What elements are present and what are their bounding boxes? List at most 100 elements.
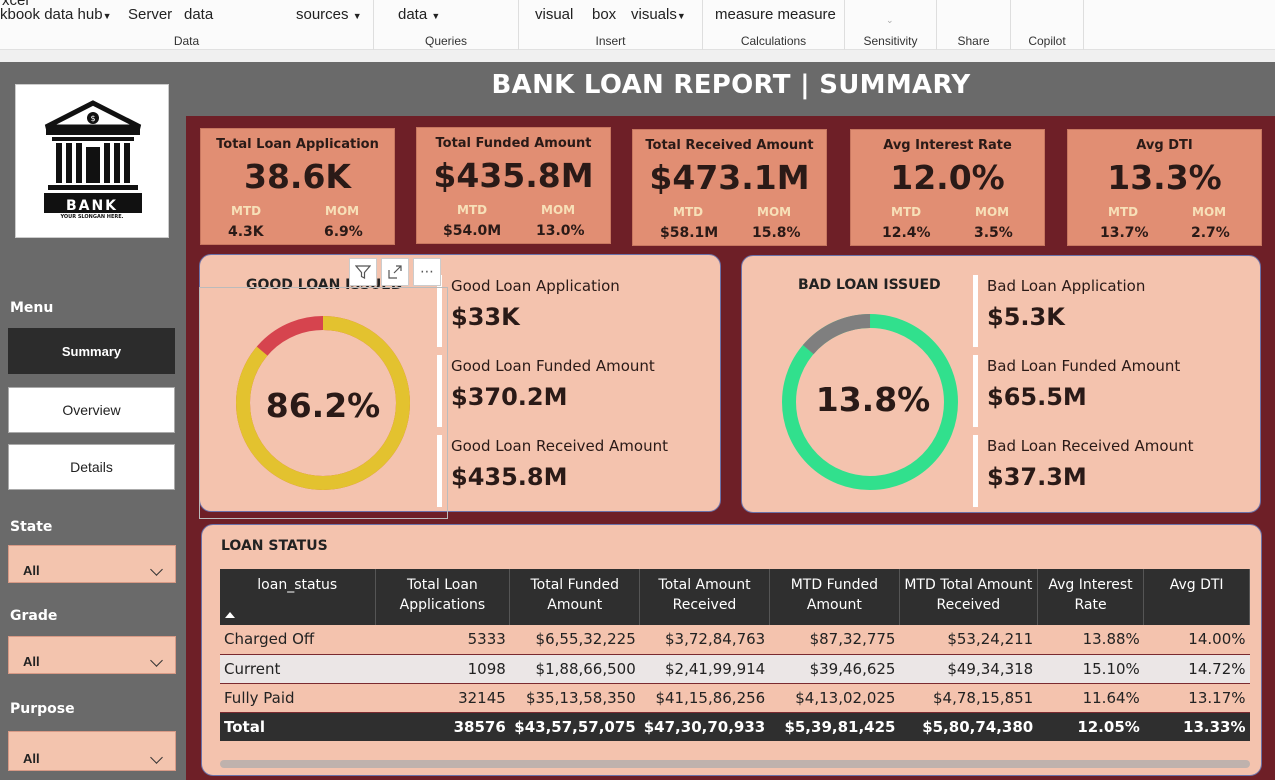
ribbon-group-calculations: measure measure Calculations — [703, 0, 845, 50]
logo-text: BANK — [65, 198, 119, 214]
more-options-icon[interactable]: ⋯ — [413, 258, 441, 286]
logo-slogan: YOUR SLONGAN HERE. — [60, 214, 124, 220]
table-row[interactable]: Current 1098 $1,88,66,500 $2,41,99,914 $39,4… — [220, 654, 1250, 684]
column-header[interactable]: MTD Funded Amount — [769, 569, 900, 625]
kpi-title: Avg DTI — [1136, 138, 1193, 153]
kpi-mom-label: MOM — [757, 205, 792, 219]
enter-data-button[interactable]: data — [184, 6, 214, 23]
filter-icon[interactable] — [349, 258, 377, 286]
column-header[interactable]: MTD Total Amount Received — [899, 569, 1038, 625]
loan-status-title: LOAN STATUS — [221, 538, 328, 554]
more-visuals-button[interactable]: visuals▼ — [631, 6, 686, 23]
bank-building-icon: $ — [44, 100, 142, 213]
column-header[interactable]: Total Funded Amount — [509, 569, 641, 625]
kpi-mom-label: MOM — [541, 203, 576, 217]
kpi-mtd-label: MTD — [1108, 205, 1139, 219]
refresh-data-button[interactable]: data ▼ — [398, 6, 441, 23]
kpi-total-funded-amount[interactable]: Total Funded Amount $435.8M MTD MOM $54.… — [416, 127, 611, 244]
stat-value: $370.2M — [451, 383, 568, 411]
kpi-value: $473.1M — [649, 158, 810, 197]
column-header[interactable]: Avg Interest Rate — [1037, 569, 1145, 625]
nav-summary-button[interactable]: Summary — [8, 328, 175, 374]
table-total-row: Total 38576 $43,57,57,075 $47,30,70,933 $5,3… — [220, 712, 1250, 741]
table-row[interactable]: Charged Off 5333 $6,55,32,225 $3,72,84,763 $… — [220, 625, 1250, 655]
sql-server-button[interactable]: Server — [128, 6, 173, 23]
kpi-mtd-label: MTD — [673, 205, 704, 219]
stat-label: Good Loan Received Amount — [451, 437, 668, 455]
kpi-total-received-amount[interactable]: Total Received Amount $473.1M MTD MOM $5… — [632, 129, 827, 246]
column-header[interactable]: loan_status — [220, 569, 376, 625]
state-slicer[interactable]: All — [8, 545, 176, 583]
chevron-down-icon — [150, 563, 163, 576]
kpi-mom-label: MOM — [975, 205, 1010, 219]
sort-ascending-icon[interactable] — [225, 612, 235, 618]
table-row[interactable]: Fully Paid 32145 $35,13,58,350 $41,15,86,25… — [220, 683, 1250, 713]
grade-slicer[interactable]: All — [8, 636, 176, 674]
report-title: BANK LOAN REPORT | SUMMARY — [491, 70, 971, 100]
text-box-button[interactable]: box — [592, 6, 617, 23]
chevron-down-icon — [150, 751, 163, 764]
column-header[interactable]: Total Amount Received — [639, 569, 770, 625]
nav-overview-button[interactable]: Overview — [8, 387, 175, 433]
grade-slicer-label: Grade — [10, 608, 58, 624]
good-loan-donut-arc — [236, 316, 410, 490]
kpi-mom-value: 15.8% — [752, 225, 801, 241]
kpi-value: $435.8M — [433, 156, 594, 195]
group-label-data: Data — [173, 34, 200, 48]
kpi-total-loan-application[interactable]: Total Loan Application 38.6K MTD MOM 4.3… — [200, 128, 395, 245]
purpose-slicer[interactable]: All — [8, 731, 176, 771]
kpi-title: Total Received Amount — [645, 138, 814, 153]
state-slicer-value: All — [23, 563, 40, 578]
kpi-mom-label: MOM — [1192, 205, 1227, 219]
menu-label: Menu — [10, 300, 54, 316]
bad-loan-donut-arc — [782, 314, 958, 490]
group-label-share: Share — [957, 34, 990, 48]
group-label-copilot: Copilot — [1028, 34, 1066, 48]
bad-loan-donut[interactable] — [780, 312, 960, 492]
kpi-title: Avg Interest Rate — [883, 138, 1012, 153]
visual-header-toolbar: ⋯ — [349, 258, 441, 286]
good-loan-donut[interactable] — [234, 314, 412, 492]
purpose-slicer-label: Purpose — [10, 701, 75, 717]
focus-mode-icon[interactable] — [381, 258, 409, 286]
table-header-row: loan_status Total Loan Applications Tota… — [220, 569, 1250, 625]
stat-value: $5.3K — [987, 303, 1065, 331]
stat-value: $435.8M — [451, 463, 568, 491]
kpi-mtd-label: MTD — [891, 205, 922, 219]
stat-value: $65.5M — [987, 383, 1087, 411]
kpi-mom-value: 6.9% — [324, 224, 363, 240]
kpi-mtd-label: MTD — [231, 204, 262, 218]
svg-text:$: $ — [90, 114, 95, 123]
recent-sources-button[interactable]: sources ▼ — [296, 6, 362, 23]
kpi-mtd-value: 13.7% — [1100, 225, 1149, 241]
kpi-mom-value: 3.5% — [974, 225, 1013, 241]
new-measure-button[interactable]: measure measure — [715, 6, 836, 23]
ribbon-group-insert: visual box visuals▼ Insert — [519, 0, 703, 50]
kpi-value: 12.0% — [890, 158, 1005, 197]
stat-value: $37.3M — [987, 463, 1087, 491]
kpi-avg-dti[interactable]: Avg DTI 13.3% MTD MOM 13.7% 2.7% — [1067, 129, 1262, 246]
column-header[interactable]: Total Loan Applications — [375, 569, 511, 625]
group-label-calculations: Calculations — [740, 34, 807, 48]
kpi-mtd-value: $58.1M — [660, 225, 719, 241]
kpi-mtd-value: 12.4% — [882, 225, 931, 241]
kpi-title: Total Funded Amount — [435, 136, 592, 151]
onelake-data-hub-button[interactable]: kbook data hub▼ — [0, 6, 112, 23]
kpi-mtd-value: 4.3K — [228, 224, 264, 240]
stat-value: $33K — [451, 303, 520, 331]
new-visual-button[interactable]: visual — [535, 6, 574, 23]
stat-label: Good Loan Application — [451, 277, 620, 295]
horizontal-scrollbar[interactable] — [220, 760, 1250, 768]
ribbon-group-data: xcel kbook data hub▼ Server data sources… — [0, 0, 374, 50]
kpi-mtd-value: $54.0M — [443, 223, 502, 239]
kpi-mtd-label: MTD — [457, 203, 488, 217]
nav-details-button[interactable]: Details — [8, 444, 175, 490]
ribbon-divider — [0, 50, 1275, 62]
stat-label: Bad Loan Application — [987, 277, 1146, 295]
ribbon-group-share: Share — [937, 0, 1011, 50]
kpi-mom-value: 13.0% — [536, 223, 585, 239]
column-header[interactable]: Avg DTI — [1143, 569, 1250, 625]
loan-status-table: loan_status Total Loan Applications Tota… — [220, 569, 1250, 741]
sensitivity-dropdown-icon[interactable]: ⌄ — [886, 15, 894, 25]
kpi-avg-interest-rate[interactable]: Avg Interest Rate 12.0% MTD MOM 12.4% 3.… — [850, 129, 1045, 246]
